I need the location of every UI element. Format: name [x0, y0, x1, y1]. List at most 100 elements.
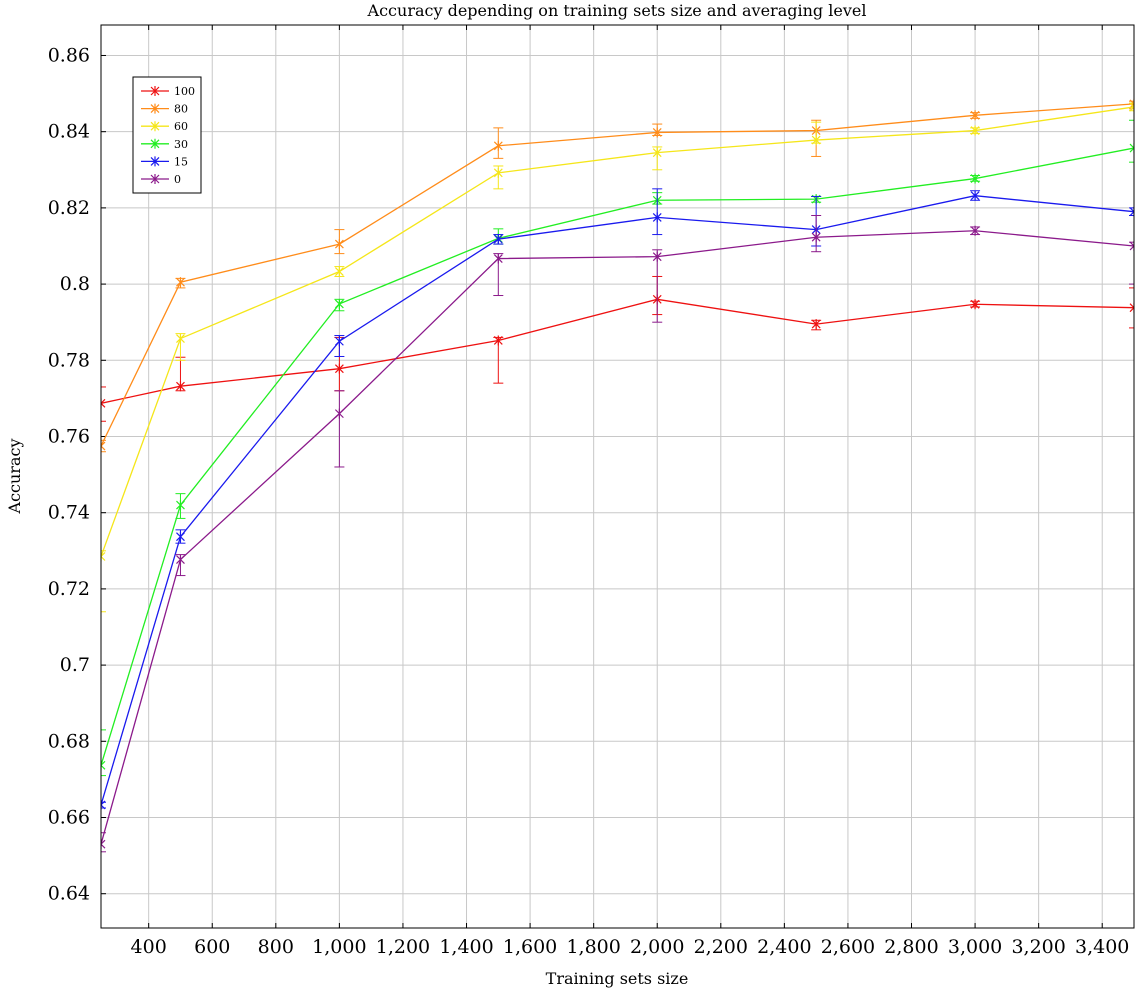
x-tick-label: 1,600: [503, 936, 557, 958]
legend-entry-80: 80: [141, 103, 188, 116]
x-tick-label: 800: [258, 936, 294, 958]
y-tick-label: 0.68: [48, 730, 90, 752]
data-point: [811, 319, 821, 330]
x-tick-label: 1,400: [439, 936, 493, 958]
legend-entry-100: 100: [141, 85, 195, 98]
legend-swatch-marker: [150, 121, 160, 132]
legend-swatch-marker: [150, 138, 160, 149]
legend-swatch-marker: [150, 174, 160, 184]
y-tick-label: 0.78: [48, 349, 90, 371]
series-60: [101, 101, 1134, 613]
data-point: [176, 277, 185, 288]
plot-frame: [100, 24, 1135, 929]
series-line-60: [101, 106, 1134, 557]
x-tick-label: 1,000: [312, 936, 366, 958]
data-point: [334, 336, 344, 347]
x-tick-label: 1,200: [376, 936, 430, 958]
grid: [101, 25, 1134, 928]
y-tick-label: 0.84: [48, 121, 90, 143]
data-point: [970, 125, 980, 136]
axis-ticks: 400 600 800 1,000 1,200 1,400 1,600 1,800 2,000 2…: [48, 25, 1129, 958]
data-point: [101, 441, 106, 452]
data-point: [652, 127, 662, 138]
x-tick-label: 400: [131, 936, 167, 958]
data-point: [334, 266, 344, 277]
legend-label: 80: [174, 103, 188, 116]
series-line-100: [101, 298, 1134, 404]
data-point: [652, 212, 662, 223]
data-point: [101, 799, 106, 810]
data-point: [334, 298, 344, 309]
data-point: [1129, 143, 1134, 154]
series-30: [101, 119, 1134, 777]
y-tick-label: 0.7: [60, 654, 90, 676]
legend-entry-15: 15: [141, 155, 188, 168]
x-tick-label: 3,000: [948, 936, 1002, 958]
legend-entry-0: 0: [141, 173, 181, 186]
y-tick-label: 0.82: [48, 197, 90, 219]
data-point: [652, 147, 662, 158]
x-tick-label: 2,400: [757, 936, 811, 958]
y-axis-label: Accuracy: [5, 439, 24, 515]
data-point: [334, 239, 344, 250]
data-point: [493, 140, 503, 151]
legend: 100 80 60 30 15 0: [132, 76, 202, 194]
series-15: [101, 188, 1134, 810]
legend-swatch-marker: [150, 156, 160, 167]
y-tick-label: 0.66: [48, 807, 90, 829]
data-point: [493, 253, 503, 264]
y-tick-label: 0.76: [48, 425, 90, 447]
y-tick-label: 0.74: [48, 502, 90, 524]
data-point: [493, 167, 503, 178]
legend-swatch-marker: [150, 86, 160, 96]
legend-box: [132, 76, 202, 194]
data-point: [101, 839, 106, 850]
y-tick-label: 0.8: [60, 273, 90, 295]
data-point: [811, 232, 821, 243]
data-point: [101, 760, 106, 771]
data-point: [811, 135, 821, 146]
x-axis-label: Training sets size: [546, 969, 689, 988]
legend-label: 60: [174, 120, 188, 133]
data-point: [176, 554, 185, 565]
data-point: [176, 500, 185, 511]
x-tick-label: 3,400: [1075, 936, 1129, 958]
y-tick-label: 0.86: [48, 44, 90, 66]
series-line-30: [101, 147, 1134, 766]
series-0: [101, 215, 1134, 853]
x-tick-label: 600: [194, 936, 230, 958]
data-point: [970, 299, 980, 310]
series-line-0: [101, 230, 1134, 845]
data-point: [493, 234, 503, 245]
data-point: [1129, 302, 1134, 313]
series-line-15: [101, 195, 1134, 806]
legend-label: 15: [174, 155, 188, 168]
data-point: [176, 333, 185, 344]
data-point: [970, 110, 980, 121]
series-layer: [101, 98, 1134, 853]
legend-swatch-marker: [150, 103, 160, 114]
x-tick-label: 2,600: [821, 936, 875, 958]
legend-label: 30: [174, 138, 188, 151]
data-point: [1129, 240, 1134, 251]
x-tick-label: 2,200: [694, 936, 748, 958]
legend-entry-30: 30: [141, 138, 188, 151]
data-point: [970, 225, 980, 236]
data-point: [101, 551, 106, 562]
data-point: [1129, 101, 1134, 112]
data-point: [334, 408, 344, 419]
y-tick-label: 0.72: [48, 578, 90, 600]
x-tick-label: 2,000: [630, 936, 684, 958]
data-point: [176, 531, 185, 542]
series-line-80: [101, 103, 1134, 447]
chart-title: Accuracy depending on training sets size…: [367, 1, 867, 20]
legend-entry-60: 60: [141, 120, 188, 133]
x-tick-label: 2,800: [884, 936, 938, 958]
legend-label: 100: [174, 85, 195, 98]
data-point: [970, 190, 980, 201]
y-tick-label: 0.64: [48, 883, 90, 905]
data-point: [334, 363, 344, 374]
data-point: [493, 335, 503, 346]
data-point: [652, 251, 662, 262]
